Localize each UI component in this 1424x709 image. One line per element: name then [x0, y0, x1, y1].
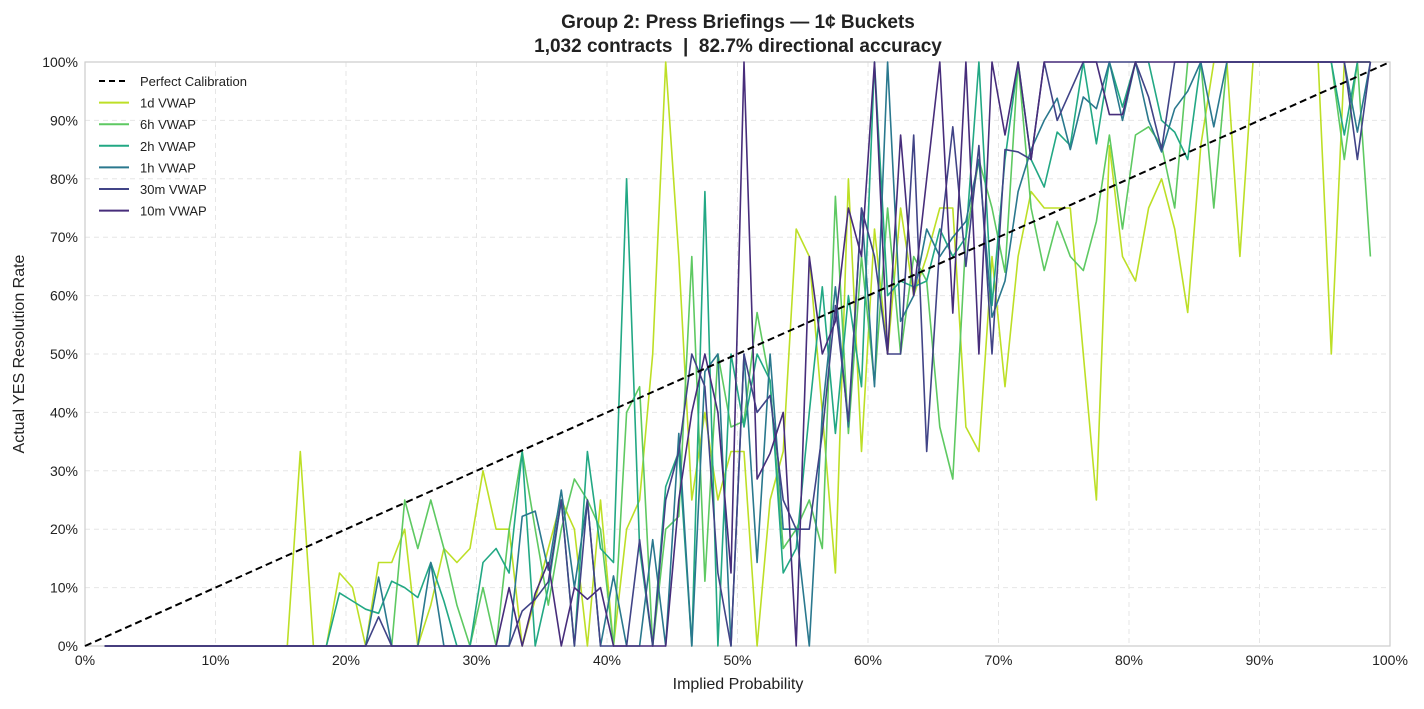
legend-label: Perfect Calibration	[140, 74, 247, 89]
x-tick-label: 10%	[201, 652, 229, 668]
y-axis-label: Actual YES Resolution Rate	[11, 254, 28, 453]
series-lines	[104, 61, 1372, 647]
y-tick-label: 100%	[42, 54, 78, 70]
x-tick-label: 100%	[1372, 652, 1408, 668]
x-tick-label: 90%	[1245, 652, 1273, 668]
y-tick-label: 0%	[58, 638, 78, 654]
x-tick-label: 60%	[854, 652, 882, 668]
plot-area-frame	[84, 61, 1391, 647]
x-tick-label: 40%	[593, 652, 621, 668]
y-tick-label: 80%	[50, 171, 78, 187]
series-line-10m-vwap	[104, 61, 1371, 647]
y-tick-label: 30%	[50, 463, 78, 479]
legend-label: 6h VWAP	[140, 117, 196, 132]
legend-label: 1h VWAP	[140, 160, 196, 175]
x-tick-label: 70%	[984, 652, 1012, 668]
legend-label: 30m VWAP	[140, 182, 207, 197]
y-tick-label: 40%	[50, 404, 78, 420]
y-tick-label: 20%	[50, 521, 78, 537]
grid	[84, 61, 1391, 647]
y-axis: 0% 10% 20% 30% 40% 50% 60% 70% 80% 90% 100%	[42, 54, 78, 654]
x-axis-label: Implied Probability	[673, 676, 804, 693]
y-tick-label: 50%	[50, 346, 78, 362]
y-tick-label: 10%	[50, 580, 78, 596]
y-tick-label: 90%	[50, 112, 78, 128]
y-tick-label: 70%	[50, 229, 78, 245]
chart-subtitle: 1,032 contracts | 82.7% directional accu…	[534, 36, 942, 57]
x-tick-label: 80%	[1115, 652, 1143, 668]
legend-label: 10m VWAP	[140, 204, 207, 219]
x-tick-label: 30%	[462, 652, 490, 668]
y-tick-label: 60%	[50, 288, 78, 304]
legend-label: 2h VWAP	[140, 139, 196, 154]
perfect-calibration-line	[84, 61, 1391, 647]
legend: Perfect Calibration 1d VWAP 6h VWAP 2h VWAP…	[99, 74, 247, 219]
x-tick-label: 20%	[332, 652, 360, 668]
x-tick-label: 0%	[75, 652, 95, 668]
x-tick-label: 50%	[723, 652, 751, 668]
x-axis: 0% 10% 20% 30% 40% 50% 60% 70% 80% 90% 100%	[75, 652, 1408, 668]
legend-label: 1d VWAP	[140, 96, 196, 111]
chart-title: Group 2: Press Briefings — 1¢ Buckets	[561, 12, 915, 33]
